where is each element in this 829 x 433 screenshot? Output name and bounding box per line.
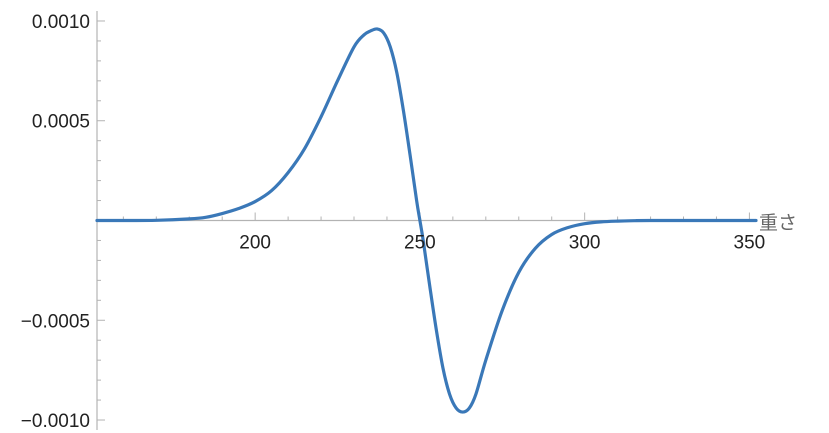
ticks <box>97 20 750 421</box>
y-tick-label: 0.0010 <box>32 12 90 33</box>
series-line-0 <box>95 27 758 414</box>
x-tick-label: 250 <box>404 233 436 254</box>
x-axis-label: 重さ <box>759 212 797 234</box>
y-tick-label: 0.0005 <box>32 112 90 133</box>
x-tick-label: 350 <box>734 233 766 254</box>
tick-labels: 200 250 300 350 0.0010 0.0005 −0.0005 −0.0010 <box>21 12 765 432</box>
x-tick-label: 300 <box>569 233 601 254</box>
y-tick-label: −0.0010 <box>21 411 90 432</box>
y-tick-label: −0.0005 <box>21 311 90 332</box>
x-tick-label: 200 <box>239 233 271 254</box>
plot-area <box>95 27 758 414</box>
